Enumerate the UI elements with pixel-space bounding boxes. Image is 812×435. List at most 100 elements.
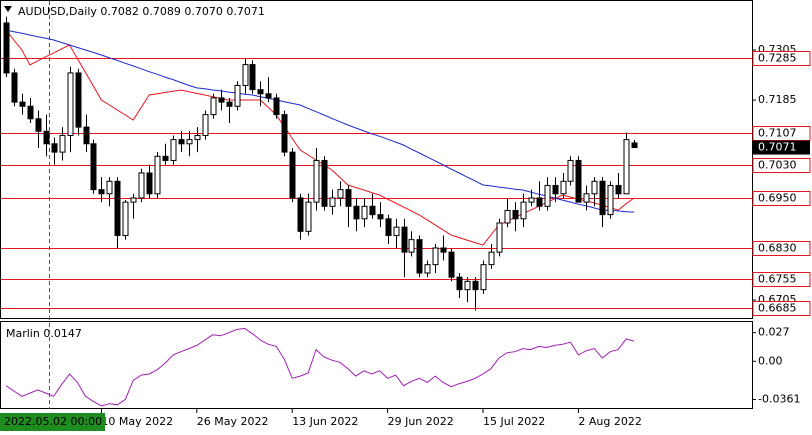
indicator-title: Marlin 0.0147 [6, 327, 82, 340]
candle-body [401, 226, 408, 253]
level-label: 0.7107 [758, 127, 797, 140]
candle-body [67, 72, 74, 136]
candle-body [281, 114, 288, 153]
candle-body [416, 239, 423, 274]
candle-body [369, 205, 376, 216]
candle-body [27, 105, 34, 120]
candle-body [51, 143, 58, 153]
candle-body [90, 143, 97, 191]
level-label: 0.7285 [758, 52, 797, 65]
candle-body [520, 201, 527, 220]
moving-average [5, 29, 635, 213]
candle-body [154, 155, 161, 195]
candle-body [544, 184, 551, 207]
candle-body [234, 84, 241, 107]
x-tick-label: 2 Aug 2022 [578, 415, 641, 428]
candle-body [162, 155, 169, 161]
candle-body [591, 180, 598, 195]
candle-body [337, 189, 344, 199]
candle-body [393, 226, 400, 236]
level-label-box [752, 301, 811, 316]
candle-body [440, 247, 447, 253]
candle-body [631, 142, 638, 149]
candle-body [504, 209, 511, 224]
candle-body [607, 184, 614, 216]
candle-body [496, 222, 503, 253]
candle-body [265, 93, 272, 99]
candle-body [122, 201, 129, 236]
candle-body [456, 276, 463, 291]
candle-body [552, 184, 559, 195]
chart-title: AUDUSD,Daily 0.7082 0.7089 0.7070 0.7071 [18, 5, 265, 18]
candle-body [329, 197, 336, 207]
candle-body [448, 251, 455, 278]
candle-body [130, 197, 137, 203]
candle-body [599, 180, 606, 216]
candle-body [3, 22, 10, 74]
candle-body [83, 126, 90, 145]
x-tick-label: 15 Jul 2022 [483, 415, 545, 428]
candle-body [218, 97, 225, 103]
level-label: 0.7030 [758, 159, 797, 172]
candle-body [170, 139, 177, 161]
x-tick-label: 13 Jun 2022 [292, 415, 358, 428]
x-tick-label: 10 May 2022 [101, 415, 173, 428]
candle-body [583, 193, 590, 203]
candle-body [138, 172, 145, 199]
level-label: 0.6950 [758, 192, 797, 205]
collapse-icon [4, 6, 12, 12]
candle-body [178, 139, 185, 145]
candle-body [313, 159, 320, 203]
candle-body [615, 184, 622, 195]
y-tick-label: 0.027 [758, 326, 790, 339]
candle-body [480, 264, 487, 291]
candle-body [385, 218, 392, 236]
candle-body [560, 180, 567, 195]
candle-body [353, 205, 360, 220]
moving-average [5, 29, 635, 246]
crosshair-label: 2022.05.02 00:00 [4, 415, 102, 428]
x-tick-label: 29 Jun 2022 [388, 415, 454, 428]
candle-body [194, 134, 201, 141]
candle-body [297, 197, 304, 232]
y-tick-label: 0.7185 [758, 93, 797, 106]
indicator-panel [0, 321, 753, 409]
level-label: 0.6685 [758, 302, 797, 315]
level-label: 0.6755 [758, 273, 797, 286]
current-price-label: 0.7071 [758, 141, 797, 154]
candle-body [321, 159, 328, 207]
candle-body [202, 114, 209, 136]
candle-body [114, 180, 121, 236]
candle-body [424, 264, 431, 274]
candle-body [98, 189, 105, 195]
candle-body [75, 72, 82, 128]
crosshair-label-box [0, 413, 105, 431]
candle-body [11, 72, 18, 103]
candle-body [536, 197, 543, 207]
level-label: 0.6830 [758, 242, 797, 255]
candle-body [19, 101, 26, 107]
level-label-box [752, 126, 811, 141]
candle-body [226, 101, 233, 107]
x-tick-label: 26 May 2022 [197, 415, 269, 428]
candle-body [528, 197, 535, 203]
candle-body [361, 205, 368, 220]
candle-body [146, 172, 153, 195]
level-label-box [752, 51, 811, 66]
candle-body [242, 64, 249, 86]
candle-body [408, 239, 415, 253]
candle-body [273, 97, 280, 116]
candle-body [210, 97, 217, 116]
candle-body [472, 280, 479, 291]
candle-body [35, 118, 42, 132]
level-label-box [752, 158, 811, 173]
candle-body [345, 189, 352, 207]
candle-body [106, 180, 113, 195]
candle-body [432, 247, 439, 266]
candle-body [377, 214, 384, 220]
current-price-box [753, 140, 810, 155]
candle-body [249, 64, 256, 91]
level-label-box [752, 272, 811, 287]
candle-body [43, 130, 50, 145]
